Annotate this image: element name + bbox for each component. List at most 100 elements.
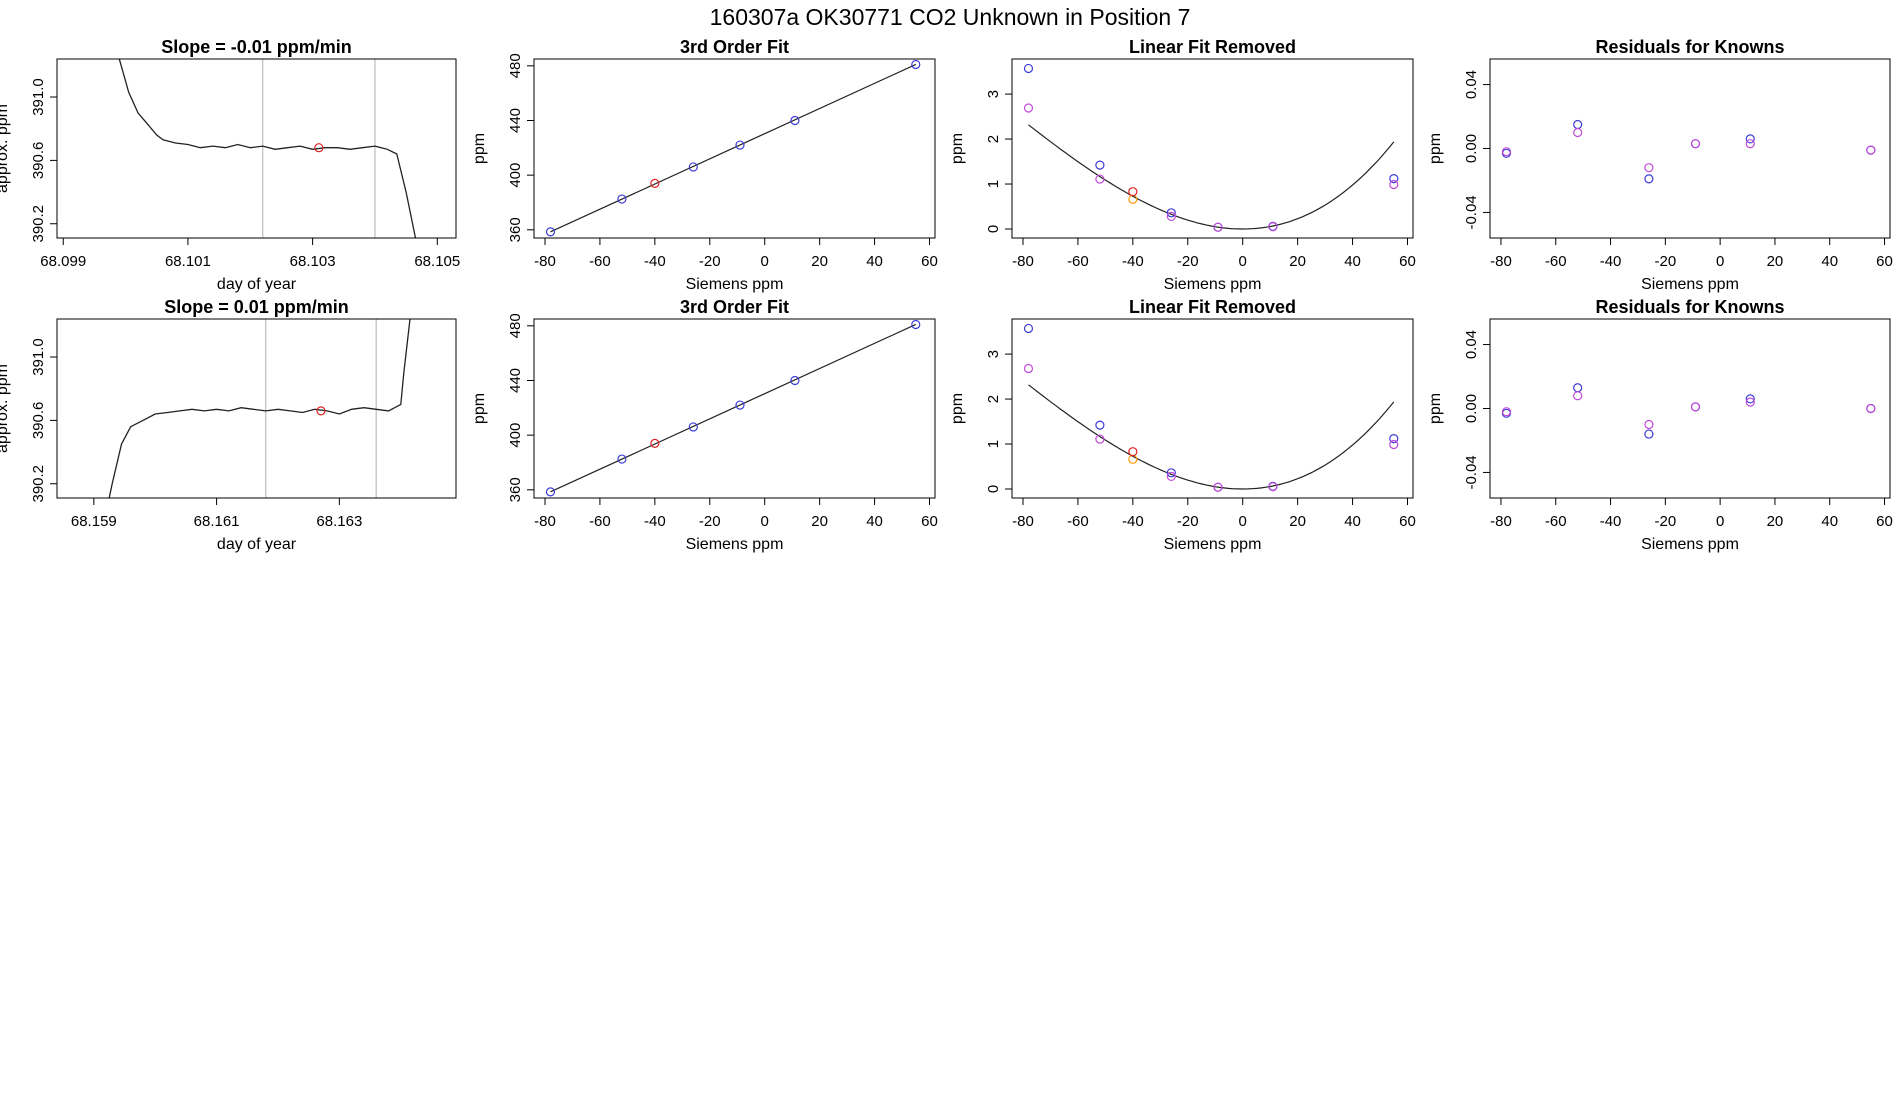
x-tick-label: 68.159	[71, 513, 117, 530]
y-axis-label: ppm	[1427, 133, 1444, 164]
x-tick-label: -60	[1545, 253, 1567, 270]
data-point	[1501, 407, 1512, 417]
data-point	[1690, 139, 1701, 149]
y-tick-label: -0.04	[1463, 195, 1480, 229]
x-tick-label: 20	[1767, 513, 1784, 530]
x-tick-label: 40	[1821, 253, 1838, 270]
data-point	[1095, 434, 1105, 444]
plot-frame	[1011, 58, 1414, 239]
data-point	[1644, 419, 1654, 430]
data-point	[1690, 402, 1701, 412]
data-point	[1745, 134, 1755, 144]
fit-line	[550, 323, 917, 493]
y-tick-label: 0.00	[1463, 394, 1480, 423]
data-point	[1268, 482, 1278, 492]
y-tick-label: 3	[985, 350, 1002, 358]
y-tick-label: 360	[507, 477, 524, 502]
chart-title: 3rd Order Fit	[680, 37, 789, 57]
series-line	[118, 59, 417, 238]
data-point	[1213, 482, 1223, 492]
y-tick-label: 400	[507, 423, 524, 448]
y-tick-label: 391.0	[30, 338, 47, 376]
y-tick-label: 390.2	[30, 465, 47, 503]
data-point	[1644, 429, 1654, 439]
panels: Slope = -0.01 ppm/min day of year approx. …	[0, 37, 1893, 553]
x-axis-label: day of year	[217, 276, 297, 293]
x-tick-label: 40	[866, 513, 883, 530]
x-tick-label: 0	[1716, 253, 1724, 270]
x-axis-label: Siemens ppm	[1641, 276, 1739, 293]
x-tick-label: -60	[589, 253, 611, 270]
x-tick-label: -20	[1654, 253, 1676, 270]
x-tick-label: 60	[1399, 513, 1416, 530]
y-tick-label: 391.0	[30, 78, 47, 116]
plot-frame	[1489, 318, 1891, 499]
x-tick-label: -40	[1600, 253, 1622, 270]
data-point	[688, 162, 698, 172]
highlight-point	[314, 143, 324, 153]
x-axis-label: Siemens ppm	[686, 536, 784, 553]
y-tick-label: 390.6	[30, 142, 47, 180]
fit-line	[550, 63, 917, 233]
x-tick-label: -60	[1067, 253, 1089, 270]
data-point	[790, 115, 800, 126]
y-tick-label: 1	[985, 180, 1002, 188]
x-tick-label: 60	[1876, 513, 1893, 530]
data-point	[735, 400, 745, 410]
x-tick-label: -40	[1600, 513, 1622, 530]
x-tick-label: -20	[1177, 513, 1199, 530]
data-point	[1501, 147, 1512, 157]
x-axis-label: day of year	[217, 536, 297, 553]
x-tick-label: -80	[1012, 253, 1034, 270]
y-tick-label: 0	[985, 225, 1002, 233]
fit-curve	[1028, 124, 1395, 230]
y-tick-label: 400	[507, 163, 524, 188]
plot-frame	[56, 58, 457, 239]
data-point	[1166, 211, 1176, 222]
highlight-point	[1128, 447, 1138, 457]
chart-title: Residuals for Knowns	[1595, 37, 1784, 57]
data-point	[688, 422, 698, 432]
highlight-point	[650, 178, 660, 188]
y-tick-label: 480	[507, 313, 524, 338]
x-tick-label: -40	[644, 513, 666, 530]
plot-frame	[1489, 58, 1891, 239]
x-tick-label: -40	[1122, 253, 1144, 270]
data-point	[1866, 145, 1876, 155]
x-tick-label: 20	[1767, 253, 1784, 270]
data-point	[1095, 420, 1105, 430]
data-point	[1573, 391, 1583, 401]
x-tick-label: 68.103	[290, 253, 336, 270]
data-point	[911, 319, 921, 330]
x-tick-label: -80	[1012, 513, 1034, 530]
plot-frame	[56, 318, 457, 499]
x-tick-label: -80	[1490, 253, 1512, 270]
x-tick-label: 68.161	[194, 513, 240, 530]
plot-frame	[1011, 318, 1414, 499]
plot-area	[1501, 119, 1876, 184]
x-tick-label: 40	[866, 253, 883, 270]
y-tick-label: -0.04	[1463, 455, 1480, 489]
chart-title: Residuals for Knowns	[1595, 297, 1784, 317]
x-tick-label: 20	[1289, 513, 1306, 530]
x-tick-label: 20	[811, 513, 828, 530]
x-tick-label: -80	[1490, 513, 1512, 530]
highlight-point	[1128, 187, 1138, 197]
data-point	[1268, 222, 1278, 232]
data-point	[545, 487, 556, 497]
x-tick-label: 20	[1289, 253, 1306, 270]
x-tick-label: 68.099	[40, 253, 86, 270]
x-tick-label: 0	[761, 513, 769, 530]
series-line	[108, 319, 411, 498]
x-tick-label: 60	[921, 513, 938, 530]
y-tick-label: 360	[507, 217, 524, 242]
data-point	[1166, 471, 1176, 482]
x-tick-label: -80	[534, 513, 556, 530]
x-tick-label: -60	[589, 513, 611, 530]
x-tick-label: 60	[921, 253, 938, 270]
highlight-point	[650, 438, 660, 448]
x-tick-label: 40	[1344, 253, 1361, 270]
data-point	[790, 375, 800, 386]
chart-panel-3: Linear Fit Removed Siemens ppm ppm -80 -60 -4…	[949, 37, 1416, 293]
